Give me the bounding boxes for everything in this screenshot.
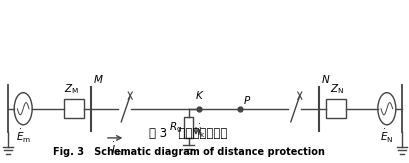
Bar	[325, 99, 345, 118]
Text: $Z_{\rm M}$: $Z_{\rm M}$	[63, 82, 79, 96]
Text: $K$: $K$	[194, 89, 204, 101]
Text: $\dot{i}_{\rm k}$: $\dot{i}_{\rm k}$	[197, 123, 206, 140]
Text: $N$: $N$	[320, 73, 330, 85]
Text: 图 3   距离保护示意图: 图 3 距离保护示意图	[149, 127, 227, 140]
Bar	[64, 99, 84, 118]
Text: $\dot{I}_{\rm m}$: $\dot{I}_{\rm m}$	[111, 141, 123, 158]
Text: $\dot{E}_{\rm m}$: $\dot{E}_{\rm m}$	[16, 128, 31, 145]
Text: $P$: $P$	[243, 94, 251, 106]
Bar	[184, 118, 193, 138]
Text: $M$: $M$	[92, 73, 103, 85]
Text: $\dot{E}_{\rm N}$: $\dot{E}_{\rm N}$	[379, 128, 393, 145]
Text: Fig. 3   Schematic diagram of distance protection: Fig. 3 Schematic diagram of distance pro…	[53, 147, 324, 157]
Text: $R_{\rm g}$: $R_{\rm g}$	[169, 120, 182, 135]
Text: $Z_{\rm N}$: $Z_{\rm N}$	[329, 82, 343, 96]
